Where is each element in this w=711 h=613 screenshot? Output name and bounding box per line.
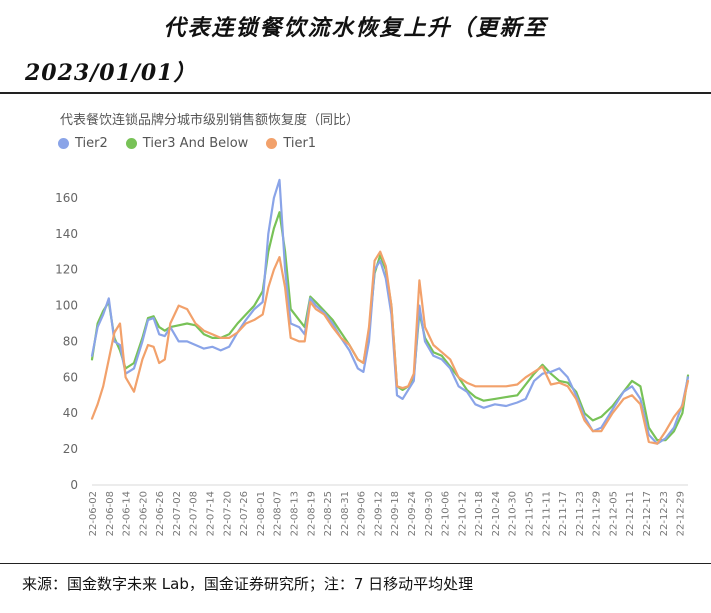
header: 代表连锁餐饮流水恢复上升（更新至 2023/01/01） bbox=[0, 0, 711, 92]
y-tick-label: 0 bbox=[70, 478, 78, 492]
x-tick-label: 22-11-05 bbox=[525, 491, 536, 536]
x-tick-label: 22-08-31 bbox=[340, 491, 351, 536]
x-tick-label: 22-08-13 bbox=[289, 491, 300, 536]
x-tick-label: 22-11-17 bbox=[558, 491, 569, 536]
legend-label-tier2: Tier2 bbox=[75, 136, 108, 151]
legend-label-tier3: Tier3 And Below bbox=[142, 136, 249, 151]
x-tick-label: 22-08-19 bbox=[306, 491, 317, 536]
series-line-tier3-and-below bbox=[90, 211, 690, 442]
y-tick-label: 80 bbox=[63, 334, 78, 348]
y-tick-label: 100 bbox=[55, 299, 78, 313]
x-tick-label: 22-10-06 bbox=[441, 491, 452, 536]
bottom-divider bbox=[0, 563, 711, 564]
x-tick-label: 22-09-24 bbox=[407, 491, 418, 536]
x-tick-label: 22-09-18 bbox=[390, 491, 401, 536]
x-tick-label: 22-06-14 bbox=[122, 491, 133, 536]
x-tick-label: 22-12-05 bbox=[608, 491, 619, 536]
page-title-line1: 代表连锁餐饮流水恢复上升（更新至 bbox=[163, 15, 548, 41]
x-tick-label: 22-08-01 bbox=[256, 491, 267, 536]
legend-dot-tier2 bbox=[58, 138, 69, 149]
y-tick-label: 40 bbox=[63, 406, 78, 420]
x-tick-label: 22-10-24 bbox=[491, 491, 502, 536]
x-tick-label: 22-09-30 bbox=[424, 491, 435, 536]
x-tick-label: 22-07-14 bbox=[206, 491, 217, 536]
y-tick-label: 120 bbox=[55, 263, 78, 277]
x-tick-label: 22-10-30 bbox=[508, 491, 519, 536]
x-tick-label: 22-12-29 bbox=[676, 491, 687, 536]
page-title-line2: 2023/01/01） bbox=[25, 60, 197, 86]
series-line-tier1 bbox=[90, 250, 690, 445]
x-tick-label: 22-07-20 bbox=[222, 491, 233, 536]
x-tick-label: 22-06-02 bbox=[88, 491, 99, 536]
series-line-tier2 bbox=[90, 178, 690, 445]
y-tick-label: 140 bbox=[55, 227, 78, 241]
top-divider bbox=[0, 92, 711, 94]
x-tick-label: 22-10-18 bbox=[474, 491, 485, 536]
chart-title: 代表餐饮连锁品牌分城市级别销售额恢复度（同比） bbox=[60, 113, 360, 128]
source-note: 来源：国金数字未来 Lab，国金证券研究所；注：7 日移动平均处理 bbox=[22, 575, 474, 593]
chart-legend: Tier2 Tier3 And Below Tier1 bbox=[58, 136, 316, 151]
legend-item-tier3: Tier3 And Below bbox=[125, 136, 249, 151]
legend-item-tier2: Tier2 bbox=[58, 136, 108, 151]
x-tick-label: 22-11-11 bbox=[541, 491, 552, 536]
legend-dot-tier1 bbox=[266, 138, 278, 149]
x-tick-label: 22-08-07 bbox=[273, 491, 284, 536]
legend-item-tier1: Tier1 bbox=[266, 136, 316, 151]
x-tick-label: 22-09-06 bbox=[357, 491, 368, 536]
y-tick-label: 160 bbox=[55, 191, 78, 205]
x-tick-label: 22-06-26 bbox=[155, 491, 166, 536]
x-tick-label: 22-07-26 bbox=[239, 491, 250, 536]
x-tick-label: 22-12-17 bbox=[642, 491, 653, 536]
x-tick-label: 22-11-23 bbox=[575, 491, 586, 536]
x-tick-label: 22-08-25 bbox=[323, 491, 334, 536]
x-tick-label: 22-10-12 bbox=[457, 491, 468, 536]
legend-dot-tier3 bbox=[125, 138, 137, 149]
x-tick-label: 22-11-29 bbox=[592, 491, 603, 536]
x-tick-label: 22-06-08 bbox=[105, 491, 116, 536]
x-tick-label: 22-09-12 bbox=[373, 491, 384, 536]
y-tick-label: 20 bbox=[63, 442, 78, 456]
y-tick-label: 60 bbox=[63, 370, 78, 384]
x-tick-label: 22-06-20 bbox=[138, 491, 149, 536]
line-chart: 0 20 40 60 80 100 120 140 160 22-06-02 22-06-08 22-… bbox=[55, 178, 690, 536]
x-tick-label: 22-07-02 bbox=[172, 491, 183, 536]
x-tick-label: 22-07-08 bbox=[189, 491, 200, 536]
x-tick-label: 22-12-11 bbox=[625, 491, 636, 536]
x-tick-label: 22-12-23 bbox=[659, 491, 670, 536]
legend-label-tier1: Tier1 bbox=[283, 136, 317, 151]
